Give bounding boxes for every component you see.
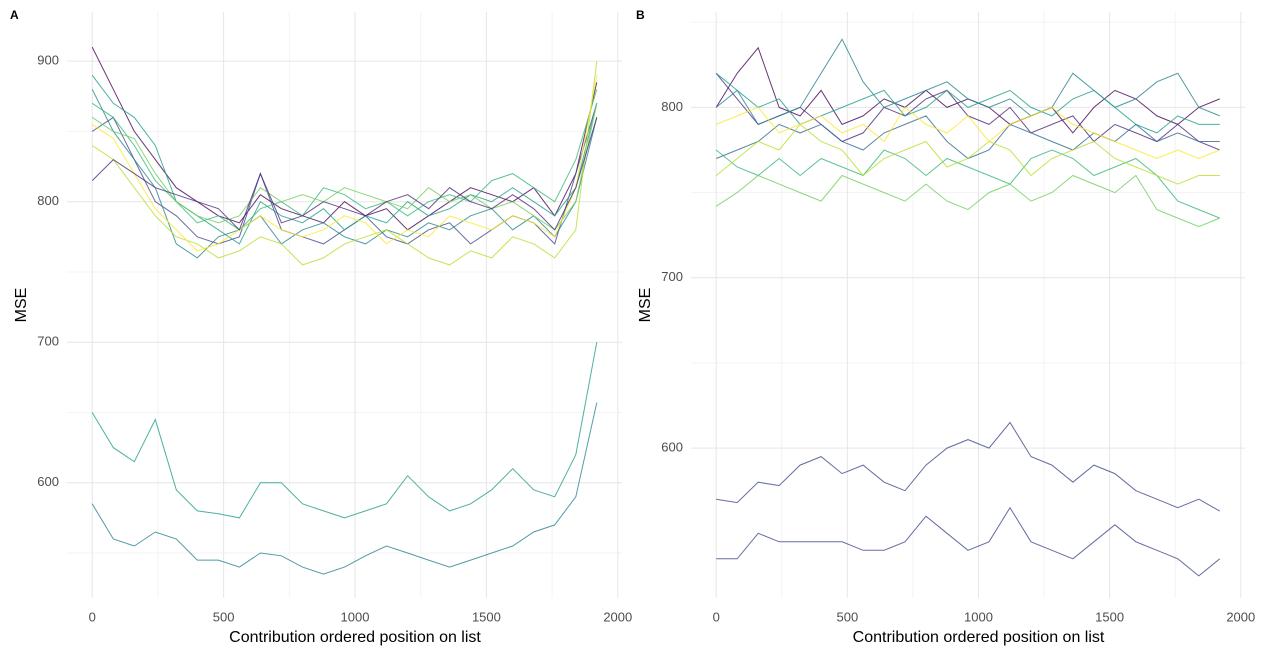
y-tick-label: 800 (661, 99, 683, 114)
y-tick-label: 600 (661, 440, 683, 455)
series-line (715, 174, 1220, 228)
x-axis-title: Contribution ordered position on list (229, 629, 481, 646)
series-line (716, 506, 1221, 577)
series-line (91, 75, 598, 252)
series-line (91, 103, 598, 231)
x-tick-label: 1000 (964, 609, 993, 624)
series-line (91, 46, 598, 231)
y-tick-label: 900 (37, 53, 59, 68)
x-tick-label: 1000 (341, 609, 370, 624)
series-line (716, 421, 1221, 512)
panel-label: A (10, 8, 19, 22)
x-axis-title: Contribution ordered position on list (853, 629, 1105, 646)
series-line (715, 149, 1220, 219)
x-tick-label: 2000 (1226, 609, 1255, 624)
series-line (91, 61, 598, 266)
x-tick-label: 0 (713, 609, 720, 624)
series-line (715, 38, 1220, 126)
x-tick-label: 0 (89, 609, 96, 624)
y-tick-label: 700 (661, 269, 683, 284)
y-axis-title: MSE (637, 288, 654, 323)
series-line (91, 89, 598, 259)
x-tick-label: 1500 (1095, 609, 1124, 624)
series-line (715, 123, 1220, 185)
series-line (716, 106, 1220, 160)
y-tick-label: 600 (37, 474, 59, 489)
series-line (91, 117, 598, 231)
x-tick-label: 1500 (472, 609, 501, 624)
x-tick-label: 2000 (603, 609, 632, 624)
y-axis-title: MSE (13, 288, 30, 323)
series-line (715, 72, 1220, 134)
panel-label: B (636, 8, 645, 22)
series-line (91, 342, 598, 519)
x-tick-label: 500 (213, 609, 235, 624)
x-tick-label: 500 (836, 609, 858, 624)
series-line (716, 115, 1220, 160)
series-line (91, 402, 598, 575)
series-line (715, 46, 1220, 134)
y-tick-label: 700 (37, 334, 59, 349)
y-tick-label: 800 (37, 193, 59, 208)
series-line (715, 72, 1220, 151)
